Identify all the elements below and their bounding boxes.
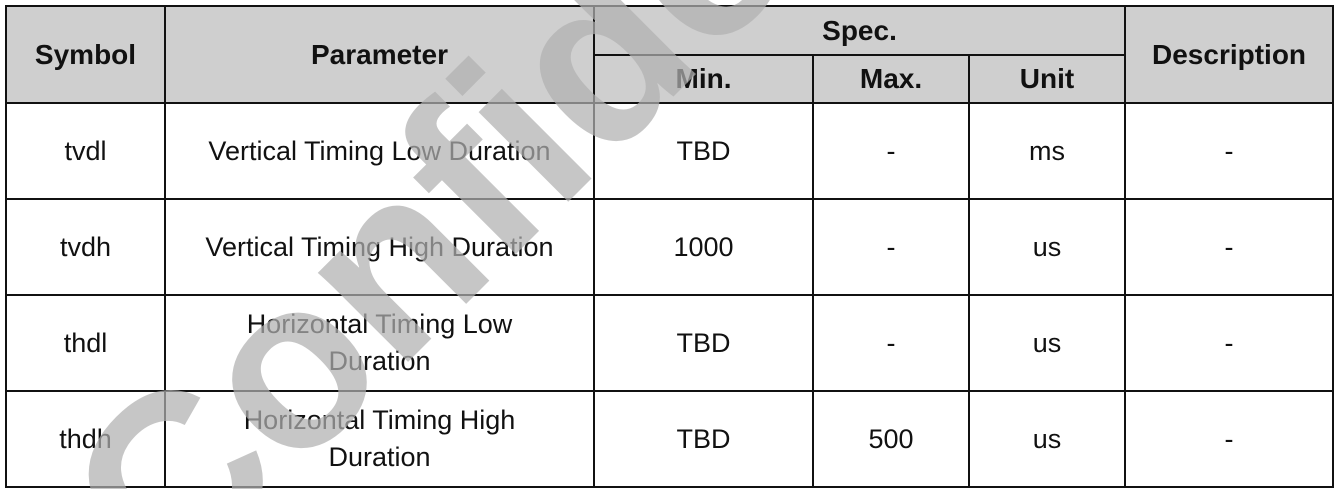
header-symbol: Symbol — [5, 5, 166, 104]
cell-symbol: tvdl — [5, 102, 166, 200]
header-description: Description — [1124, 5, 1335, 104]
cell-description: - — [1124, 198, 1335, 296]
cell-unit: ms — [967, 102, 1127, 200]
cell-min: TBD — [593, 102, 814, 200]
header-row-sub: Min. Max. Unit — [6, 54, 1333, 104]
cell-description: - — [1124, 102, 1335, 200]
parameter-text: Horizontal Timing Low Duration — [246, 309, 513, 376]
cell-parameter: Vertical Timing Low Duration — [164, 102, 595, 200]
timing-spec-table: Symbol Parameter Spec. Description Min. … — [5, 5, 1335, 488]
cell-min: TBD — [593, 294, 814, 392]
cell-unit: us — [967, 390, 1127, 488]
cell-symbol: tvdh — [5, 198, 166, 296]
header-min: Min. — [593, 54, 814, 104]
header-parameter: Parameter — [164, 5, 595, 104]
header-unit: Unit — [967, 54, 1127, 104]
parameter-text: Vertical Timing Low Duration — [208, 135, 551, 166]
cell-min: TBD — [593, 390, 814, 488]
cell-max: - — [812, 102, 970, 200]
table-row: thdl Horizontal Timing Low Duration TBD … — [5, 294, 1335, 392]
cell-description: - — [1124, 390, 1335, 488]
cell-description: - — [1124, 294, 1335, 392]
cell-max: 500 — [812, 390, 970, 488]
cell-unit: us — [967, 198, 1127, 296]
cell-parameter: Vertical Timing High Duration — [164, 198, 595, 296]
cell-max: - — [812, 294, 970, 392]
parameter-text: Vertical Timing High Duration — [205, 231, 554, 262]
header-max: Max. — [812, 54, 970, 104]
cell-parameter: Horizontal Timing Low Duration — [164, 294, 595, 392]
table-row: thdh Horizontal Timing High Duration TBD… — [5, 390, 1335, 488]
table-row: tvdh Vertical Timing High Duration 1000 … — [5, 198, 1335, 296]
cell-symbol: thdh — [5, 390, 166, 488]
table-row: tvdl Vertical Timing Low Duration TBD - … — [5, 102, 1335, 200]
cell-max: - — [812, 198, 970, 296]
cell-min: 1000 — [593, 198, 814, 296]
parameter-text: Horizontal Timing High Duration — [243, 405, 516, 472]
header-row-top: Symbol Parameter Spec. Description — [5, 5, 1335, 104]
header-spec: Spec. — [592, 5, 1127, 56]
spec-table-container: Symbol Parameter Spec. Description Min. … — [5, 5, 1335, 488]
cell-unit: us — [967, 294, 1127, 392]
cell-parameter: Horizontal Timing High Duration — [164, 390, 595, 488]
cell-symbol: thdl — [5, 294, 166, 392]
